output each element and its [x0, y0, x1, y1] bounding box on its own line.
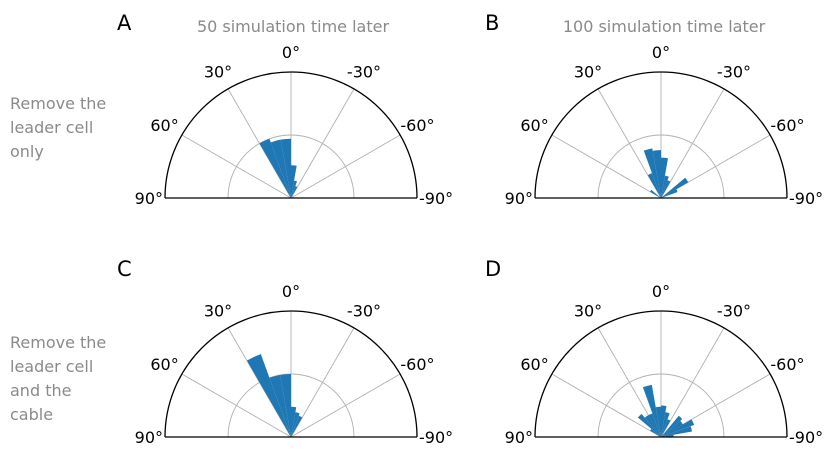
tick-label-c--90: -90° [419, 428, 453, 447]
panel-letter-d: D [485, 257, 501, 281]
tick-label-b--90: -90° [789, 189, 823, 208]
bar-d-10 [661, 419, 695, 437]
bar-d-2 [648, 413, 661, 437]
tick-label-d--60: -60° [770, 355, 804, 374]
bar-b-7 [661, 189, 678, 198]
tick-label-a--90: -90° [419, 189, 453, 208]
tick-label-b--30: -30° [717, 63, 751, 82]
bar-b-4 [661, 175, 669, 198]
row-label-1-line-3: only [10, 142, 44, 161]
tick-label-a--60: -60° [400, 116, 434, 135]
bar-d-4 [655, 406, 661, 437]
tick-label-c-0: 0° [282, 282, 300, 301]
tick-label-b-0: 0° [652, 43, 670, 62]
angle-gridline-c--60 [290, 373, 401, 438]
tick-label-d-60: 60° [520, 355, 548, 374]
row-label-2-line-4: cable [10, 405, 53, 424]
polar-panel-c: 0° 30° -30° 60° -60° 90° -90° [135, 282, 454, 447]
bar-a-0 [259, 138, 291, 198]
bar-b-5 [661, 180, 671, 198]
tick-label-a-0: 0° [282, 43, 300, 62]
tick-label-a-90: 90° [135, 189, 163, 208]
bar-d-3 [642, 384, 661, 437]
bar-d-9 [661, 420, 683, 437]
tick-label-b-90: 90° [505, 189, 533, 208]
column-title-2: 100 simulation time later [563, 17, 766, 36]
bar-a-2 [280, 138, 291, 198]
bar-a-4 [291, 180, 298, 198]
bar-c-1 [269, 374, 291, 437]
polar-panel-a: 0° 30° -30° 60° -60° 90° -90° [135, 43, 454, 208]
bar-d-0 [637, 413, 661, 437]
row-label-2-line-3: and the [10, 381, 71, 400]
tick-label-c--30: -30° [347, 302, 381, 321]
angle-gridline-a--30 [290, 88, 355, 199]
tick-label-c-30: 30° [204, 302, 232, 321]
bar-d-11 [661, 426, 693, 437]
outer-arc-a [164, 71, 418, 199]
angle-gridline-c-30 [227, 327, 292, 438]
bar-c-4 [291, 412, 300, 437]
panel-letter-a: A [117, 11, 132, 35]
angle-gridline-c-60 [181, 373, 292, 438]
angle-gridline-b-60 [551, 134, 662, 199]
bar-d-7 [661, 419, 671, 437]
angle-gridline-c--30 [290, 327, 355, 438]
bar-a-3 [291, 165, 297, 198]
panel-letter-c: C [117, 257, 132, 281]
outer-arc-d [534, 310, 788, 438]
bar-d-6 [661, 412, 670, 437]
bar-b-8 [650, 189, 661, 198]
angle-gridline-d-60 [551, 373, 662, 438]
tick-label-d-0: 0° [652, 282, 670, 301]
tick-label-d-30: 30° [574, 302, 602, 321]
tick-label-b-30: 30° [574, 63, 602, 82]
tick-label-d--30: -30° [717, 302, 751, 321]
panel-letter-b: B [485, 11, 499, 35]
tick-label-c-60: 60° [150, 355, 178, 374]
bar-b-0 [647, 173, 661, 198]
bar-a-1 [270, 139, 291, 198]
outer-arc-c [164, 310, 418, 438]
tick-label-c--60: -60° [400, 355, 434, 374]
row-label-2-line-1: Remove the [10, 333, 106, 352]
row-label-1: Remove the leader cell only [10, 94, 106, 161]
bar-c-3 [291, 406, 297, 437]
tick-label-b--60: -60° [770, 116, 804, 135]
angle-gridline-b-30 [597, 88, 662, 199]
bar-d-5 [661, 405, 667, 437]
angle-gridline-d--30 [660, 327, 725, 438]
tick-label-a-30: 30° [204, 63, 232, 82]
bar-b-6 [661, 177, 689, 198]
row-label-2-line-2: leader cell [10, 357, 93, 376]
tick-label-a-60: 60° [150, 116, 178, 135]
bar-a-5 [291, 186, 298, 198]
bar-b-1 [643, 148, 661, 198]
tick-label-c-90: 90° [135, 428, 163, 447]
angle-gridline-b--30 [660, 88, 725, 199]
tick-label-d-90: 90° [505, 428, 533, 447]
angle-gridline-a-60 [181, 134, 292, 199]
bar-c-2 [280, 374, 291, 437]
angle-gridline-a--60 [290, 134, 401, 199]
bar-d-12 [650, 428, 661, 437]
tick-label-d--90: -90° [789, 428, 823, 447]
bar-b-3 [661, 157, 669, 198]
bar-d-1 [644, 415, 661, 437]
row-label-1-line-1: Remove the [10, 94, 106, 113]
bar-c-5 [291, 415, 303, 437]
polar-panel-d: 0° 30° -30° 60° -60° 90° -90° [505, 282, 824, 447]
row-label-1-line-2: leader cell [10, 118, 93, 137]
bar-d-8 [661, 415, 683, 437]
column-title-1: 50 simulation time later [197, 17, 390, 36]
bar-b-2 [652, 150, 661, 198]
tick-label-a--30: -30° [347, 63, 381, 82]
bar-c-0 [246, 354, 291, 437]
row-label-2: Remove the leader cell and the cable [10, 333, 106, 424]
outer-arc-b [534, 71, 788, 199]
polar-panel-b: 0° 30° -30° 60° -60° 90° -90° [505, 43, 824, 208]
tick-label-b-60: 60° [520, 116, 548, 135]
